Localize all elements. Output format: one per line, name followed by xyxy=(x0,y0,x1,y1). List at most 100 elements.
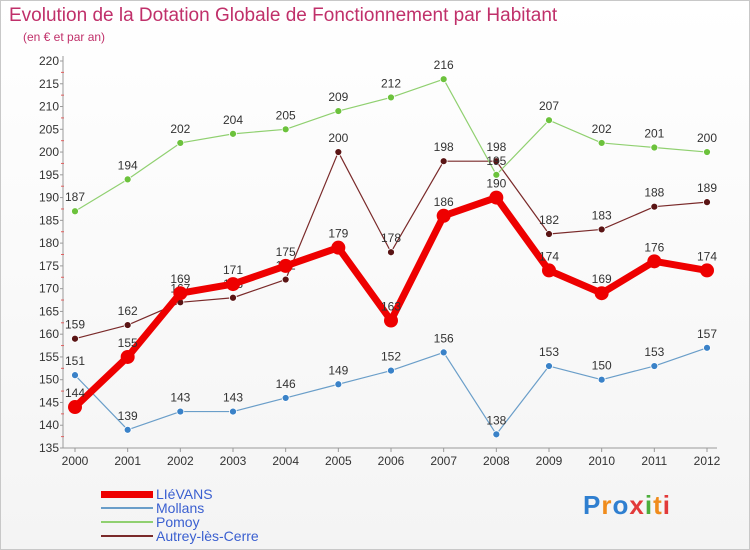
data-label-mollans: 157 xyxy=(697,327,717,341)
data-point-li-vans xyxy=(331,240,346,255)
legend-label-lievans: LIéVANS xyxy=(156,486,213,502)
data-label-li-vans: 174 xyxy=(539,249,559,263)
data-label-mollans: 150 xyxy=(592,359,612,373)
data-label-li-vans: 179 xyxy=(328,227,348,241)
data-point-pomoy xyxy=(492,170,501,179)
data-point-pomoy xyxy=(650,143,659,152)
x-tick-label: 2008 xyxy=(483,454,510,468)
data-point-pomoy xyxy=(123,175,132,184)
data-label-li-vans: 169 xyxy=(592,272,612,286)
data-point-mollans xyxy=(334,380,343,389)
data-point-mollans xyxy=(597,375,606,384)
x-tick-label: 2000 xyxy=(62,454,89,468)
data-label-li-vans: 155 xyxy=(118,336,138,350)
data-label-autrey-l-s-cerre: 198 xyxy=(486,140,506,154)
data-label-li-vans: 171 xyxy=(223,263,243,277)
data-label-mollans: 146 xyxy=(276,377,296,391)
y-tick-label: 140 xyxy=(39,418,59,432)
logo-letter: t xyxy=(653,490,663,520)
data-point-pomoy xyxy=(281,125,290,134)
data-label-pomoy: 202 xyxy=(170,122,190,136)
legend-swatch-pomoy xyxy=(101,521,153,523)
data-label-autrey-l-s-cerre: 188 xyxy=(644,186,664,200)
data-point-li-vans xyxy=(700,263,714,278)
data-label-mollans: 153 xyxy=(539,345,559,359)
data-point-li-vans xyxy=(436,208,451,223)
data-label-mollans: 139 xyxy=(118,409,138,423)
data-label-mollans: 156 xyxy=(434,331,454,345)
logo-letter: r xyxy=(601,490,613,520)
logo-letter: P xyxy=(583,490,602,520)
data-point-mollans xyxy=(229,407,237,416)
data-point-autrey-l-s-cerre xyxy=(703,198,711,207)
data-label-pomoy: 205 xyxy=(276,108,296,122)
x-tick-label: 2011 xyxy=(641,454,667,468)
data-point-mollans xyxy=(281,394,290,402)
y-tick-label: 145 xyxy=(39,395,59,409)
data-point-li-vans xyxy=(647,254,662,269)
data-label-pomoy: 201 xyxy=(644,127,664,141)
data-label-mollans: 151 xyxy=(65,354,85,368)
data-point-li-vans xyxy=(226,277,240,292)
logo-letter: o xyxy=(612,490,630,520)
data-point-pomoy xyxy=(439,75,448,84)
data-point-mollans xyxy=(176,407,185,416)
x-tick-label: 2003 xyxy=(220,454,247,468)
y-tick-label: 205 xyxy=(39,122,59,136)
data-label-pomoy: 207 xyxy=(539,99,559,113)
data-point-pomoy xyxy=(597,139,606,147)
chart-subtitle: (en € et par an) xyxy=(23,30,106,44)
data-point-mollans xyxy=(492,430,501,439)
data-label-mollans: 149 xyxy=(328,363,348,377)
data-label-pomoy: 204 xyxy=(223,113,243,127)
data-point-mollans xyxy=(123,425,132,434)
data-label-autrey-l-s-cerre: 159 xyxy=(65,318,85,332)
x-tick-label: 2007 xyxy=(430,454,457,468)
data-point-li-vans xyxy=(542,263,556,278)
legend-label-mollans: Mollans xyxy=(156,500,205,516)
x-tick-label: 2009 xyxy=(536,454,563,468)
data-point-mollans xyxy=(71,371,79,380)
data-label-pomoy: 202 xyxy=(592,122,612,136)
legend-swatch-mollans xyxy=(101,507,153,509)
data-point-mollans xyxy=(545,362,553,370)
data-label-mollans: 152 xyxy=(381,350,401,364)
y-tick-label: 185 xyxy=(39,213,59,227)
data-label-mollans: 143 xyxy=(223,391,243,405)
y-tick-label: 170 xyxy=(39,282,59,296)
data-point-pomoy xyxy=(334,107,343,115)
data-point-autrey-l-s-cerre xyxy=(229,293,237,302)
proxiti-logo: Proxiti xyxy=(583,490,671,521)
data-point-autrey-l-s-cerre xyxy=(281,275,290,284)
data-label-li-vans: 144 xyxy=(65,386,85,400)
y-tick-label: 210 xyxy=(39,100,59,114)
data-label-mollans: 143 xyxy=(170,391,190,405)
data-label-autrey-l-s-cerre: 200 xyxy=(328,131,348,145)
data-label-pomoy: 200 xyxy=(697,131,717,145)
data-point-mollans xyxy=(387,366,395,375)
chart-title: Evolution de la Dotation Globale de Fonc… xyxy=(9,5,558,26)
data-point-pomoy xyxy=(545,116,553,125)
data-point-autrey-l-s-cerre xyxy=(71,334,79,343)
data-point-autrey-l-s-cerre xyxy=(123,321,132,329)
data-label-autrey-l-s-cerre: 189 xyxy=(697,181,717,195)
data-label-li-vans: 174 xyxy=(697,249,717,263)
data-point-autrey-l-s-cerre xyxy=(492,157,501,166)
data-point-pomoy xyxy=(703,148,711,156)
legend-label-autrey: Autrey-lès-Cerre xyxy=(156,528,259,544)
x-tick-label: 2012 xyxy=(694,454,721,468)
data-label-li-vans: 163 xyxy=(381,300,401,314)
data-point-pomoy xyxy=(71,207,79,216)
data-point-autrey-l-s-cerre xyxy=(650,202,659,211)
data-point-li-vans xyxy=(278,258,293,273)
data-label-autrey-l-s-cerre: 198 xyxy=(434,140,454,154)
x-tick-label: 2006 xyxy=(378,454,405,468)
data-label-li-vans: 190 xyxy=(486,177,506,191)
legend-swatch-autrey xyxy=(101,535,153,537)
data-label-li-vans: 169 xyxy=(170,272,190,286)
data-point-pomoy xyxy=(387,93,395,102)
legend-swatch-lievans xyxy=(101,490,153,498)
data-point-autrey-l-s-cerre xyxy=(545,230,553,238)
data-point-pomoy xyxy=(176,139,185,147)
